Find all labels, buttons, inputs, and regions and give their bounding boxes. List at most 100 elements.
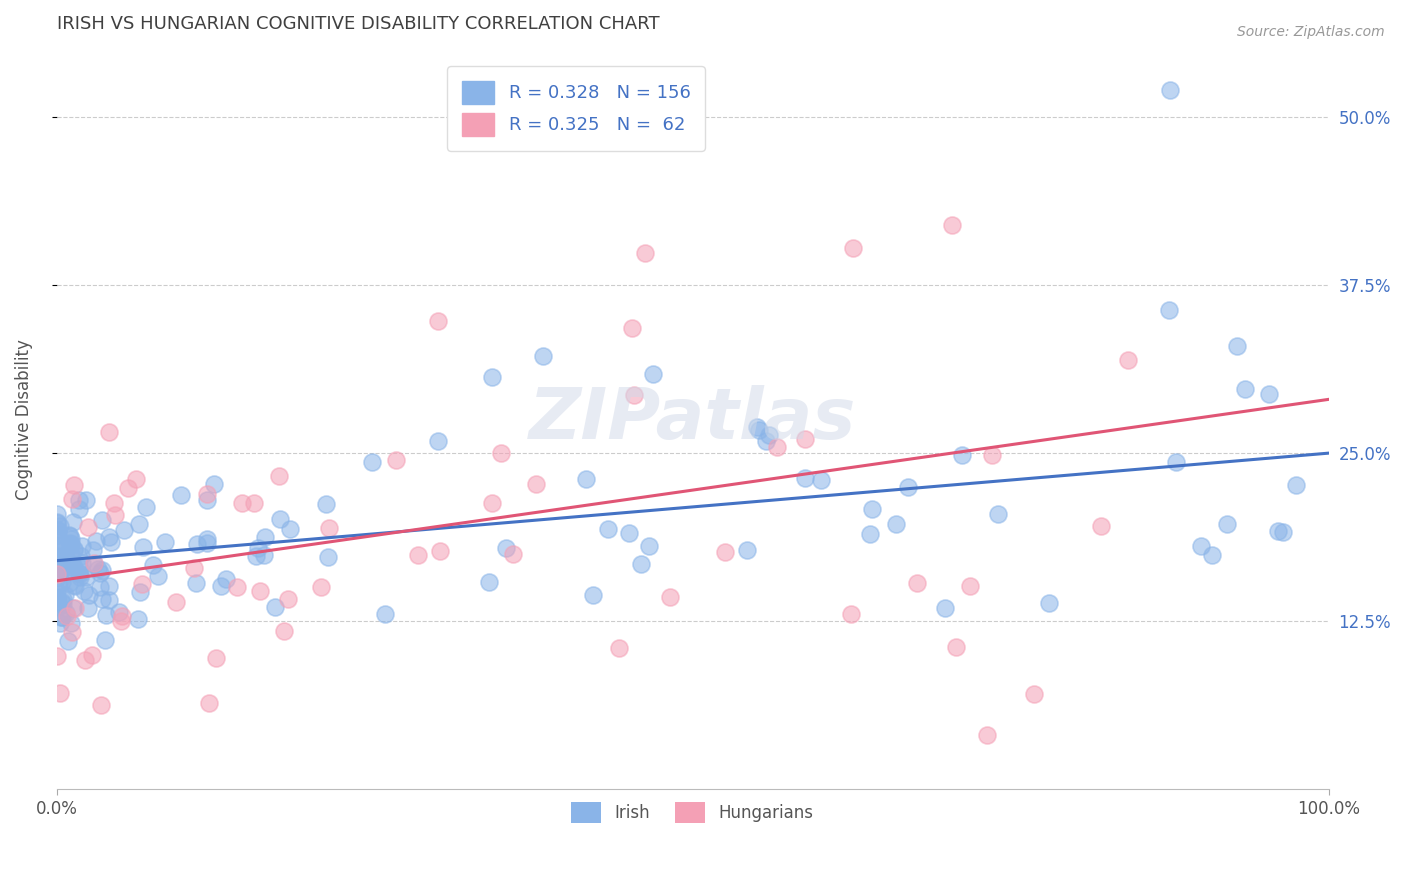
Point: [46, 527, 69, 541]
Point: [215, 572, 238, 586]
Point: [75, 492, 97, 507]
Point: [146, 569, 169, 583]
Point: [45, 584, 67, 599]
Point: [45, 567, 67, 582]
Point: [638, 540, 661, 554]
Point: [45, 591, 67, 605]
Point: [246, 541, 269, 556]
Point: [84, 534, 107, 549]
Point: [75, 570, 97, 584]
Point: [897, 480, 920, 494]
Point: [51, 610, 73, 624]
Point: [596, 522, 619, 536]
Point: [62, 516, 84, 530]
Point: [1216, 517, 1239, 532]
Point: [69, 560, 91, 574]
Point: [135, 500, 157, 514]
Point: [45, 541, 67, 556]
Point: [607, 640, 630, 655]
Point: [502, 548, 524, 562]
Point: [794, 432, 817, 446]
Point: [70, 539, 93, 553]
Point: [209, 579, 232, 593]
Point: [659, 591, 682, 605]
Point: [1116, 352, 1139, 367]
Point: [959, 579, 981, 593]
Point: [49, 560, 72, 574]
Point: [69, 570, 91, 584]
Point: [745, 420, 768, 434]
Point: [63, 543, 86, 558]
Point: [478, 575, 501, 590]
Point: [67, 566, 90, 581]
Point: [184, 575, 207, 590]
Point: [117, 481, 139, 495]
Point: [226, 580, 249, 594]
Point: [89, 580, 111, 594]
Point: [810, 474, 832, 488]
Point: [231, 496, 253, 510]
Point: [59, 529, 82, 543]
Point: [1233, 382, 1256, 396]
Legend: Irish, Hungarians: Irish, Hungarians: [558, 789, 827, 837]
Point: [1226, 339, 1249, 353]
Point: [941, 218, 963, 232]
Point: [183, 560, 205, 574]
Point: [48, 549, 70, 563]
Point: [60, 491, 83, 506]
Point: [51, 595, 73, 609]
Point: [91, 591, 114, 606]
Point: [52, 598, 75, 612]
Point: [427, 314, 450, 328]
Point: [758, 428, 780, 442]
Point: [263, 600, 285, 615]
Point: [1024, 687, 1046, 701]
Point: [45, 516, 67, 530]
Point: [277, 591, 299, 606]
Point: [98, 425, 121, 439]
Point: [253, 548, 276, 562]
Point: [59, 536, 82, 550]
Point: [56, 633, 79, 648]
Point: [97, 593, 120, 607]
Point: [83, 557, 105, 571]
Point: [945, 640, 967, 654]
Point: [533, 349, 555, 363]
Point: [623, 388, 645, 402]
Point: [56, 555, 79, 569]
Point: [186, 537, 208, 551]
Point: [634, 245, 657, 260]
Point: [49, 616, 72, 631]
Point: [73, 653, 96, 667]
Point: [49, 610, 72, 624]
Point: [1159, 302, 1181, 317]
Text: IRISH VS HUNGARIAN COGNITIVE DISABILITY CORRELATION CHART: IRISH VS HUNGARIAN COGNITIVE DISABILITY …: [56, 15, 659, 33]
Point: [62, 558, 84, 572]
Text: Source: ZipAtlas.com: Source: ZipAtlas.com: [1237, 25, 1385, 39]
Point: [950, 448, 973, 462]
Point: [842, 241, 865, 255]
Point: [384, 453, 406, 467]
Point: [581, 589, 603, 603]
Point: [77, 600, 100, 615]
Point: [97, 530, 120, 544]
Point: [82, 543, 104, 558]
Point: [1038, 596, 1060, 610]
Point: [77, 588, 100, 602]
Text: ZIPatlas: ZIPatlas: [529, 385, 856, 454]
Point: [198, 696, 221, 710]
Point: [59, 538, 82, 552]
Point: [630, 558, 652, 572]
Point: [860, 502, 883, 516]
Point: [56, 608, 79, 623]
Point: [111, 608, 134, 623]
Point: [406, 548, 429, 562]
Point: [46, 523, 69, 537]
Point: [361, 455, 384, 469]
Point: [755, 434, 778, 448]
Point: [195, 487, 218, 501]
Point: [45, 590, 67, 604]
Point: [1285, 477, 1308, 491]
Point: [1201, 548, 1223, 562]
Point: [67, 493, 90, 508]
